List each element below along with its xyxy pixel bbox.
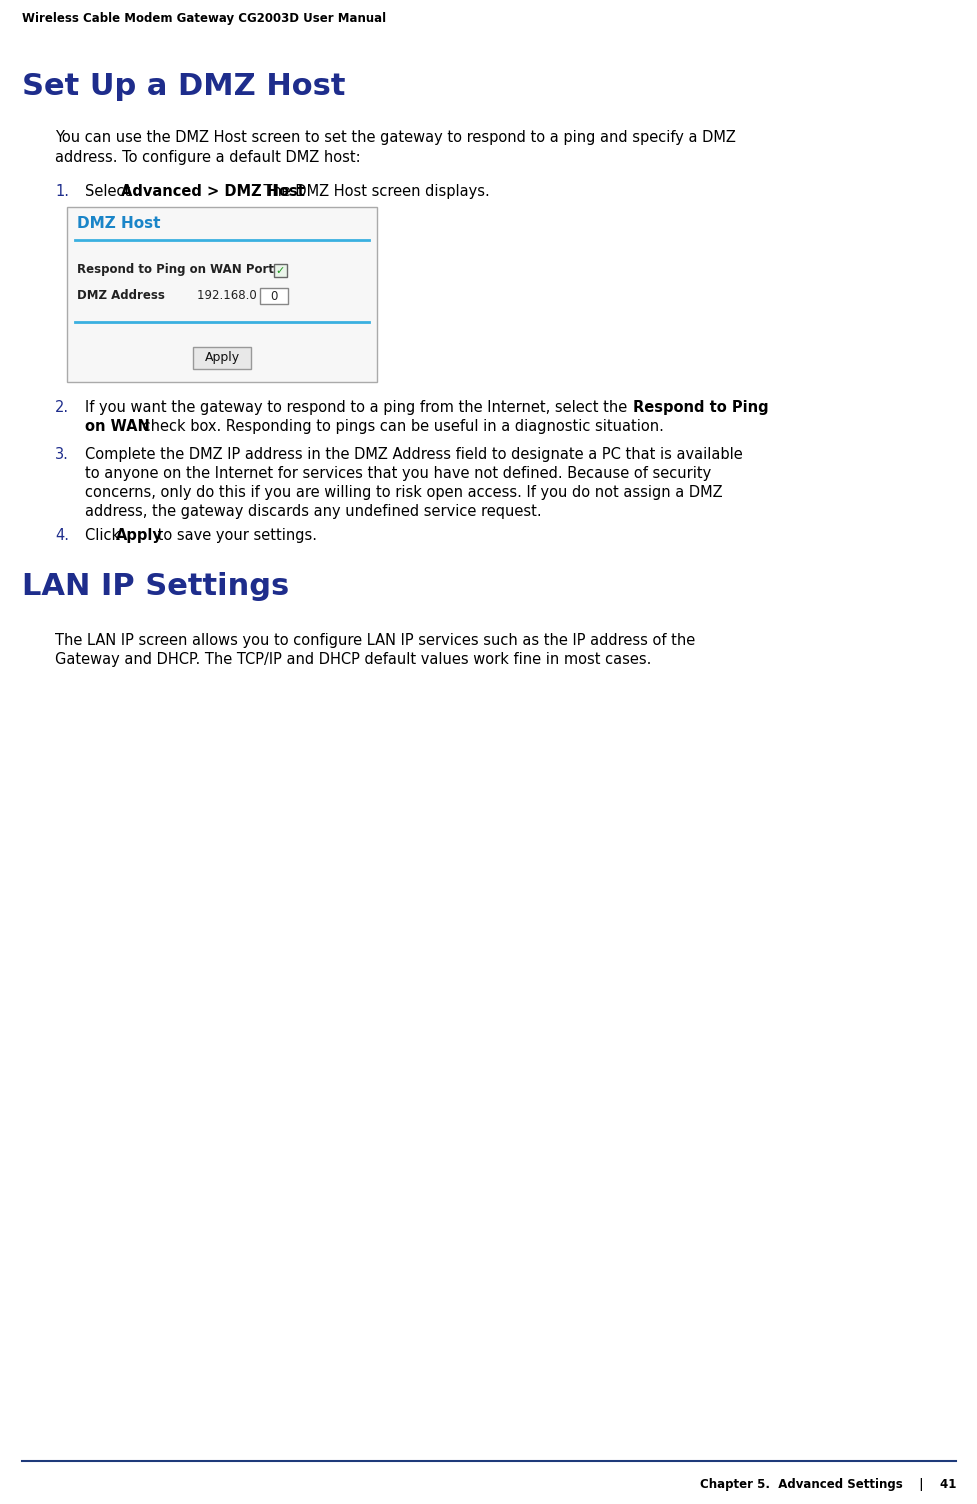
Text: Click: Click bbox=[85, 528, 125, 543]
Bar bbox=[274, 265, 286, 277]
Text: Respond to Ping: Respond to Ping bbox=[632, 400, 768, 415]
Bar bbox=[192, 347, 251, 368]
Bar bbox=[260, 287, 287, 304]
Text: Apply: Apply bbox=[116, 528, 163, 543]
Text: Advanced > DMZ Host: Advanced > DMZ Host bbox=[121, 183, 305, 199]
Text: 3.: 3. bbox=[55, 447, 68, 462]
Text: to anyone on the Internet for services that you have not defined. Because of sec: to anyone on the Internet for services t… bbox=[85, 466, 710, 481]
Text: to save your settings.: to save your settings. bbox=[152, 528, 317, 543]
Text: The LAN IP screen allows you to configure LAN IP services such as the IP address: The LAN IP screen allows you to configur… bbox=[55, 633, 695, 648]
Text: DMZ Host: DMZ Host bbox=[77, 217, 160, 232]
Text: Set Up a DMZ Host: Set Up a DMZ Host bbox=[21, 72, 345, 101]
Text: 2.: 2. bbox=[55, 400, 69, 415]
Text: ✓: ✓ bbox=[276, 266, 284, 277]
Text: address. To configure a default DMZ host:: address. To configure a default DMZ host… bbox=[55, 150, 361, 165]
Text: Gateway and DHCP. The TCP/IP and DHCP default values work fine in most cases.: Gateway and DHCP. The TCP/IP and DHCP de… bbox=[55, 653, 651, 666]
Text: check box. Responding to pings can be useful in a diagnostic situation.: check box. Responding to pings can be us… bbox=[138, 420, 663, 435]
Text: Select: Select bbox=[85, 183, 135, 199]
Text: Respond to Ping on WAN Port: Respond to Ping on WAN Port bbox=[77, 263, 274, 277]
Text: on WAN: on WAN bbox=[85, 420, 149, 435]
Text: 192.168.0 .: 192.168.0 . bbox=[196, 289, 264, 302]
Text: Apply: Apply bbox=[204, 352, 239, 364]
Text: 4.: 4. bbox=[55, 528, 69, 543]
Text: Complete the DMZ IP address in the DMZ Address field to designate a PC that is a: Complete the DMZ IP address in the DMZ A… bbox=[85, 447, 742, 462]
Text: address, the gateway discards any undefined service request.: address, the gateway discards any undefi… bbox=[85, 504, 541, 519]
Text: Wireless Cable Modem Gateway CG2003D User Manual: Wireless Cable Modem Gateway CG2003D Use… bbox=[21, 12, 386, 26]
Text: concerns, only do this if you are willing to risk open access. If you do not ass: concerns, only do this if you are willin… bbox=[85, 484, 722, 499]
Text: . The DMZ Host screen displays.: . The DMZ Host screen displays. bbox=[254, 183, 489, 199]
Text: LAN IP Settings: LAN IP Settings bbox=[21, 572, 289, 602]
Bar bbox=[67, 208, 376, 382]
Text: 0: 0 bbox=[270, 289, 277, 302]
Text: If you want the gateway to respond to a ping from the Internet, select the: If you want the gateway to respond to a … bbox=[85, 400, 631, 415]
Text: You can use the DMZ Host screen to set the gateway to respond to a ping and spec: You can use the DMZ Host screen to set t… bbox=[55, 129, 735, 144]
Text: DMZ Address: DMZ Address bbox=[77, 289, 165, 302]
Text: 1.: 1. bbox=[55, 183, 69, 199]
Text: Chapter 5.  Advanced Settings    |    41: Chapter 5. Advanced Settings | 41 bbox=[699, 1478, 956, 1490]
